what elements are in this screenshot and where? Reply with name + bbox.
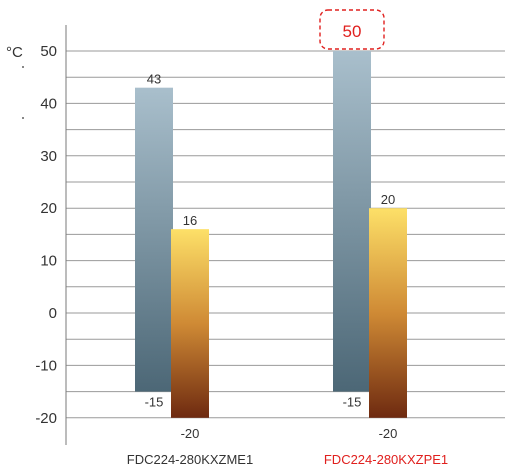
data-label: 43 xyxy=(147,72,161,87)
grid-layer xyxy=(66,51,505,418)
bar-high-range xyxy=(135,88,173,392)
y-tick-label: 20 xyxy=(40,200,57,217)
y-tick-label: -10 xyxy=(35,357,57,374)
axis-dot xyxy=(22,66,24,68)
y-axis-label: °C xyxy=(6,44,23,61)
data-label: -20 xyxy=(379,426,398,441)
highlight-value: 50 xyxy=(343,22,362,41)
data-label: 16 xyxy=(183,213,197,228)
data-label: -20 xyxy=(181,426,200,441)
y-tick-label: -20 xyxy=(35,410,57,427)
bar-low-range xyxy=(171,229,209,418)
data-label: 20 xyxy=(381,192,395,207)
y-tick-label: 40 xyxy=(40,95,57,112)
bar-high-range xyxy=(333,51,371,392)
data-label: -15 xyxy=(145,395,164,410)
y-tick-label: 0 xyxy=(49,305,57,322)
data-label: -15 xyxy=(343,395,362,410)
y-tick-label: 30 xyxy=(40,148,57,165)
axis-dot xyxy=(22,117,24,119)
bar-low-range xyxy=(369,208,407,418)
category-label: FDC224-280KXZPE1 xyxy=(324,452,448,465)
y-tick-label: 50 xyxy=(40,43,57,60)
category-label: FDC224-280KXZME1 xyxy=(127,452,253,465)
y-tick-label: 10 xyxy=(40,253,57,270)
